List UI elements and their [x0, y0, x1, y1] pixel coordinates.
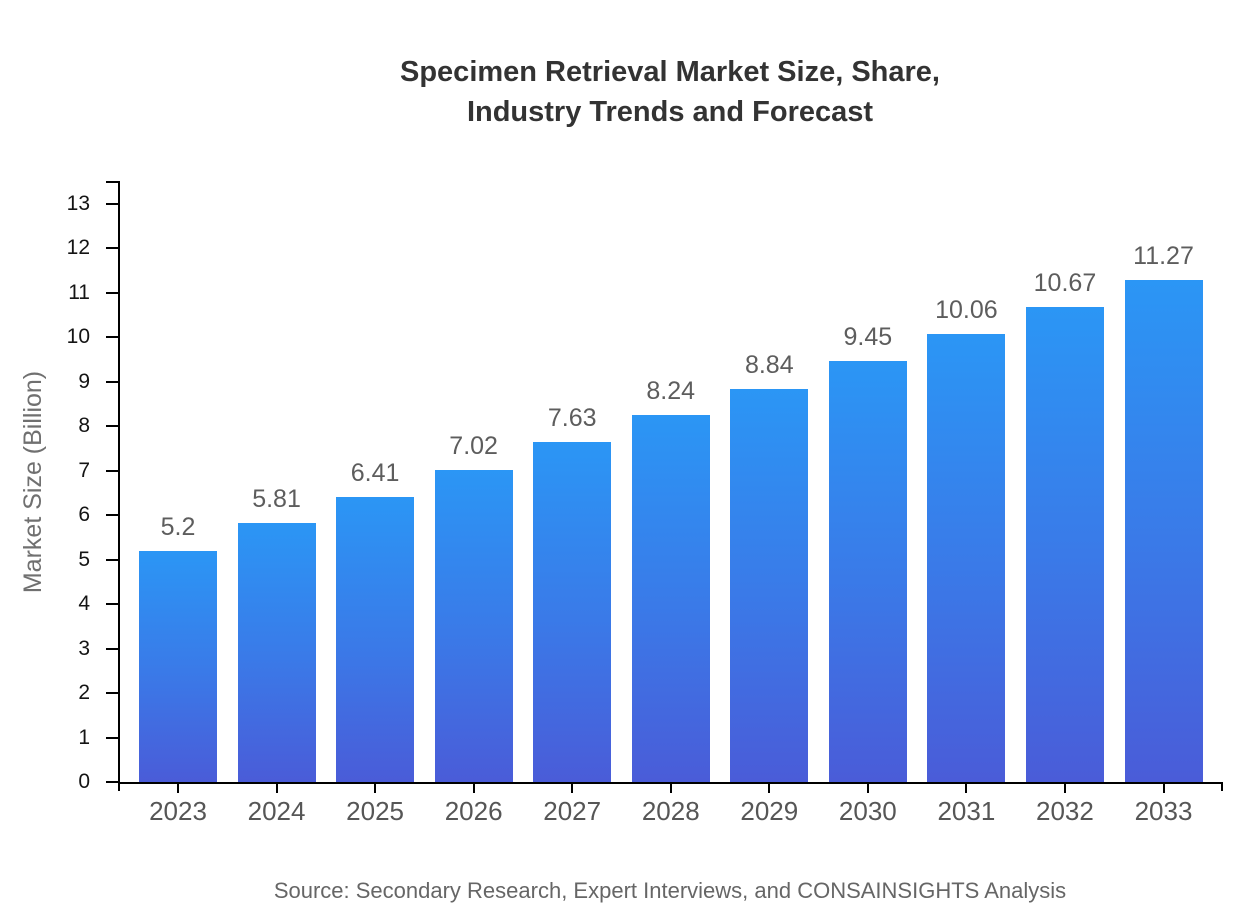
chart-title: Specimen Retrieval Market Size, Share, I… — [120, 52, 1220, 132]
x-axis-origin-cap — [118, 782, 120, 791]
bar-value-label: 11.27 — [1133, 242, 1194, 271]
x-axis-line — [118, 782, 1223, 784]
x-axis-tick-label: 2024 — [247, 796, 306, 826]
y-axis-tick — [106, 603, 118, 605]
y-axis-tick — [106, 336, 118, 338]
chart-title-line2: Industry Trends and Forecast — [466, 96, 874, 128]
bar — [336, 496, 415, 782]
bar — [828, 361, 907, 782]
x-axis-tick-label: 2026 — [444, 796, 503, 826]
y-axis-tick-label: 3 — [78, 636, 90, 660]
x-axis-tick — [768, 784, 771, 793]
bar — [533, 442, 612, 782]
x-axis-tick — [669, 784, 672, 793]
y-axis-tick-label: 7 — [78, 458, 90, 482]
y-axis-tick-label: 4 — [78, 592, 90, 615]
y-axis-end-cap — [106, 181, 118, 183]
x-axis-tick-label: 2025 — [346, 796, 405, 826]
y-axis-tick-label: 9 — [78, 369, 90, 393]
y-axis-tick-label: 8 — [78, 414, 90, 437]
x-axis-tick — [965, 784, 968, 793]
x-axis-tick-label: 2031 — [937, 796, 996, 826]
y-axis-tick-label: 13 — [66, 191, 90, 215]
y-axis-tick — [106, 781, 118, 783]
chart-title-line1: Specimen Retrieval Market Size, Share, — [400, 56, 940, 88]
bar-value-label: 7.02 — [449, 431, 498, 460]
bar-value-label: 5.81 — [252, 485, 301, 514]
bar — [730, 388, 809, 782]
y-axis-tick-label: 0 — [78, 770, 90, 793]
bar-value-label: 10.67 — [1033, 269, 1097, 298]
bar — [1124, 280, 1203, 782]
source-note: Source: Secondary Research, Expert Inter… — [273, 878, 1067, 903]
y-axis-tick-label: 12 — [66, 236, 90, 259]
y-axis-tick — [106, 736, 118, 739]
x-axis-tick-label: 2033 — [1134, 796, 1193, 826]
y-axis-tick-label: 5 — [78, 547, 90, 571]
y-axis-tick — [106, 692, 118, 694]
y-axis-tick — [106, 469, 118, 472]
y-axis-tick-label: 2 — [78, 681, 90, 704]
x-axis-tick — [374, 784, 377, 793]
bar-value-label: 8.24 — [646, 377, 696, 406]
y-axis-tick — [106, 380, 118, 383]
x-axis-end-cap — [1221, 782, 1223, 791]
bar — [927, 334, 1006, 782]
x-axis-tick — [1063, 784, 1066, 793]
x-axis-tick — [1162, 784, 1165, 793]
x-axis-tick-label: 2023 — [149, 796, 207, 826]
y-axis-tick — [106, 202, 118, 205]
y-axis-tick-label: 10 — [66, 325, 90, 348]
x-axis-tick — [571, 784, 574, 793]
bar-value-label: 8.84 — [744, 350, 794, 379]
x-axis-tick-label: 2032 — [1036, 796, 1094, 826]
x-axis-tick-label: 2027 — [543, 796, 602, 826]
y-axis-tick — [106, 558, 118, 561]
bar-value-label: 7.63 — [547, 404, 597, 433]
y-axis-tick-label: 6 — [78, 503, 90, 526]
y-axis-tick — [106, 425, 118, 427]
y-axis-tick-label: 11 — [68, 280, 90, 304]
y-axis-tick — [106, 514, 118, 516]
y-axis-tick-label: 1 — [78, 725, 90, 749]
bar-value-label: 9.45 — [843, 323, 893, 352]
bar — [237, 523, 316, 782]
x-axis-tick — [472, 784, 475, 793]
x-axis-tick — [177, 784, 179, 793]
bar — [139, 550, 217, 782]
x-axis-tick-label: 2028 — [641, 796, 700, 826]
y-axis-tick — [106, 247, 118, 249]
bar-value-label: 10.06 — [935, 296, 998, 325]
x-axis-tick-label: 2030 — [838, 796, 897, 826]
x-axis-tick — [866, 784, 869, 793]
y-axis-line — [118, 181, 120, 784]
y-axis-tick — [106, 647, 118, 650]
bar-value-label: 5.2 — [160, 512, 196, 541]
bar — [1025, 307, 1104, 782]
bar — [631, 415, 710, 782]
x-axis-tick — [275, 784, 278, 793]
bar-value-label: 6.41 — [350, 458, 400, 487]
bar — [434, 469, 513, 782]
y-axis-tick — [106, 291, 118, 294]
x-axis-tick-label: 2029 — [740, 796, 799, 826]
